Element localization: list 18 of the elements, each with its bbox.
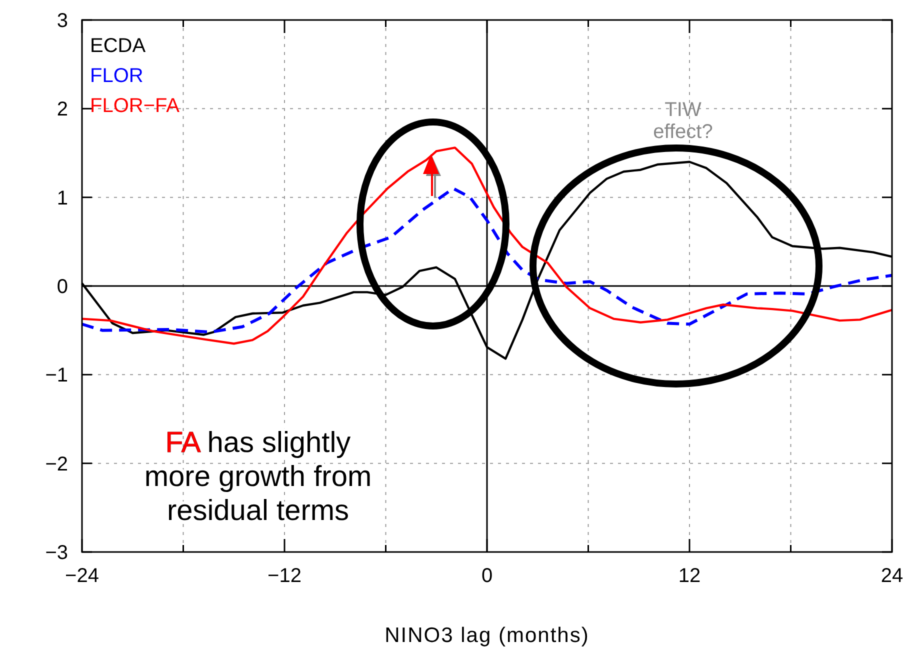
y-tick-label: 2 (56, 98, 68, 121)
legend-label: ECDA (90, 35, 146, 57)
y-tick-label: −1 (45, 364, 68, 387)
y-tick-label: 1 (56, 187, 68, 210)
x-tick-label: 12 (678, 565, 701, 587)
annotation: TIW effect? (653, 99, 713, 143)
x-tick-label: −24 (65, 565, 99, 587)
y-tick-label: 0 (56, 276, 68, 298)
x-tick-label: 24 (880, 565, 904, 587)
text: FLOR−FA (90, 95, 180, 117)
y-tick-label: −3 (45, 542, 68, 564)
x-tick-label: 0 (481, 565, 493, 587)
x-tick-label: −12 (268, 565, 302, 587)
x-axis-title: NINO3 lag (months) (384, 624, 590, 647)
text: FLOR (90, 65, 144, 87)
y-tick-label: −2 (45, 453, 68, 476)
annotation: FA has slightly more growth from residual terms (144, 427, 372, 527)
y-tick-label: 3 (56, 10, 68, 32)
